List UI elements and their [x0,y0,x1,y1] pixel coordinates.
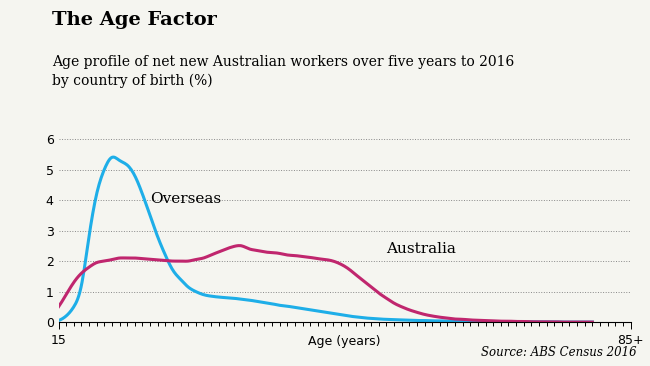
Text: The Age Factor: The Age Factor [52,11,217,29]
Text: Overseas: Overseas [150,192,221,206]
X-axis label: Age (years): Age (years) [308,335,381,348]
Text: Age profile of net new Australian workers over five years to 2016
by country of : Age profile of net new Australian worker… [52,55,514,88]
Text: Source: ABS Census 2016: Source: ABS Census 2016 [482,346,637,359]
Text: Australia: Australia [387,242,456,257]
